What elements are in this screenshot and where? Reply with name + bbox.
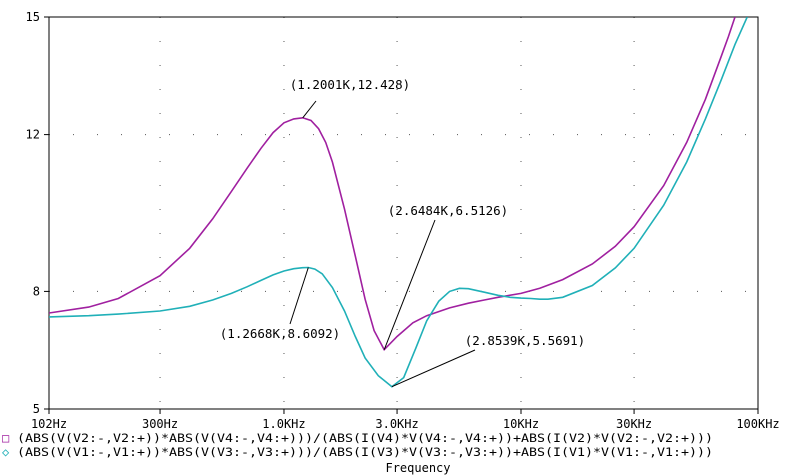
y-tick-label: 15 — [26, 10, 40, 24]
legend: □ (ABS(V(V2:-,V2:+))*ABS(V(V4:-,V4:+)))/(… — [2, 431, 713, 459]
x-tick-label: 3.0KHz — [375, 417, 418, 431]
annotation-label: (2.6484K,6.5126) — [388, 203, 508, 218]
x-tick-label: 100KHz — [736, 417, 779, 431]
annotation-leader-line — [289, 267, 309, 325]
y-tick-label: 8 — [33, 284, 40, 298]
annotation-label: (1.2001K,12.428) — [290, 77, 410, 92]
traces — [49, 17, 748, 388]
square-marker-icon: □ — [2, 431, 9, 445]
annotations: (1.2001K,12.428) (2.6484K,6.5126) (1.2668K… — [220, 77, 585, 388]
series-line-1 — [49, 17, 736, 352]
y-tick-label: 5 — [33, 402, 40, 416]
legend-series-label: (ABS(V(V1:-,V1:+))*ABS(V(V3:-,V3:+)))/(A… — [17, 446, 713, 459]
annotation-leader-line — [391, 349, 476, 388]
plot-frame — [48, 16, 759, 410]
annotation-leader-line — [383, 219, 436, 350]
annotation-label: (2.8539K,5.5691) — [465, 333, 585, 348]
series-line-2 — [49, 17, 748, 388]
y-tick-label: 12 — [26, 128, 40, 142]
x-tick-label: 300Hz — [142, 417, 178, 431]
x-tick-label: 10KHz — [503, 417, 539, 431]
legend-series-label: (ABS(V(V2:-,V2:+))*ABS(V(V4:-,V4:+)))/(A… — [17, 432, 713, 445]
diamond-marker-icon: ◇ — [2, 445, 10, 459]
x-axis: 102Hz 300Hz 1.0KHz 3.0KHz 10KHz 30KHz 100KHz — [31, 409, 780, 431]
x-tick-label: 30KHz — [616, 417, 652, 431]
x-axis-title: Frequency — [385, 461, 450, 475]
annotation-label: (1.2668K,8.6092) — [220, 326, 340, 341]
x-tick-label: 1.0KHz — [262, 417, 305, 431]
x-tick-label: 102Hz — [31, 417, 67, 431]
y-axis: 5 8 12 15 — [26, 10, 49, 416]
annotation-leader-line — [302, 100, 317, 119]
